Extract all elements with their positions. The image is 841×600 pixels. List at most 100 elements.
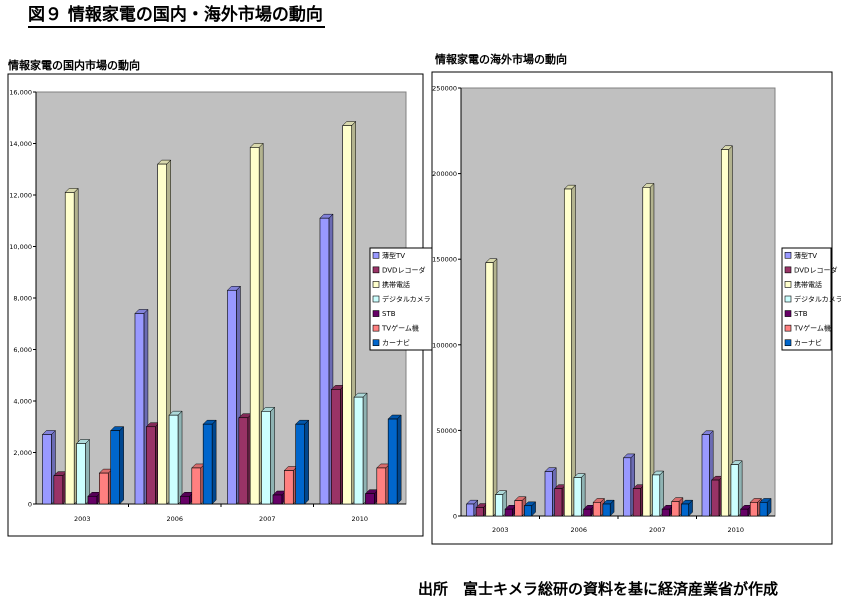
bar bbox=[701, 434, 710, 517]
bar bbox=[87, 495, 98, 505]
bar-side bbox=[177, 410, 183, 505]
legend-swatch bbox=[784, 266, 792, 274]
bar bbox=[261, 410, 271, 505]
x-tick-label: 2003 bbox=[74, 515, 91, 523]
x-tick-label: 2010 bbox=[351, 515, 368, 523]
bar-side bbox=[492, 258, 498, 517]
bar bbox=[157, 163, 167, 505]
bar bbox=[295, 423, 305, 505]
bar bbox=[730, 464, 739, 517]
bar bbox=[331, 389, 341, 505]
y-tick-label: 200000 bbox=[432, 170, 457, 178]
bar bbox=[76, 443, 86, 505]
bar bbox=[475, 507, 484, 517]
source-footer: 出所 富士キメラ総研の資料を基に経済産業省が作成 bbox=[418, 580, 779, 598]
bar bbox=[563, 188, 572, 517]
bar-side bbox=[362, 392, 368, 505]
legend-swatch bbox=[784, 310, 792, 317]
bar bbox=[583, 508, 592, 517]
x-tick-label: 2007 bbox=[259, 515, 276, 523]
legend-swatch bbox=[784, 251, 792, 259]
legend-swatch bbox=[372, 339, 380, 347]
bar bbox=[376, 467, 387, 505]
bar bbox=[485, 262, 494, 517]
bar bbox=[272, 494, 283, 505]
y-tick-label: 150000 bbox=[432, 256, 457, 264]
bar bbox=[387, 418, 398, 505]
legend-label: カーナビ bbox=[382, 338, 410, 347]
legend-label: STB bbox=[794, 310, 808, 318]
bar bbox=[671, 501, 680, 517]
legend-label: デジタルカメラ bbox=[382, 295, 431, 304]
bar bbox=[544, 471, 553, 517]
x-tick-label: 2003 bbox=[492, 526, 509, 534]
bar bbox=[146, 426, 156, 505]
bar bbox=[504, 508, 513, 517]
bar bbox=[42, 434, 52, 505]
legend-swatch bbox=[784, 339, 792, 347]
legend-label: 携帯電話 bbox=[382, 280, 410, 289]
bar bbox=[64, 192, 75, 505]
overseas-chart-title: 情報家電の海外市場の動向 bbox=[435, 53, 567, 66]
bar-side bbox=[649, 182, 655, 517]
bar bbox=[98, 472, 109, 505]
bar bbox=[227, 289, 237, 505]
bar bbox=[573, 477, 582, 517]
bar bbox=[711, 479, 720, 517]
bar bbox=[623, 457, 632, 517]
y-tick-label: 0 bbox=[453, 513, 457, 521]
bar bbox=[661, 508, 670, 517]
y-tick-label: 10,000 bbox=[9, 243, 32, 251]
legend-swatch bbox=[372, 310, 380, 317]
bar-side bbox=[304, 419, 309, 505]
bar bbox=[180, 495, 190, 505]
y-tick-label: 250000 bbox=[432, 85, 457, 93]
bar bbox=[592, 502, 601, 517]
bar bbox=[466, 503, 475, 517]
legend-label: DVDレコーダ bbox=[382, 265, 425, 274]
bar-side bbox=[396, 414, 402, 505]
bar bbox=[191, 467, 202, 505]
legend-swatch bbox=[784, 281, 792, 288]
bar bbox=[652, 474, 661, 517]
bar bbox=[110, 430, 120, 505]
y-tick-label: 14,000 bbox=[9, 140, 32, 148]
bar bbox=[495, 494, 504, 517]
y-tick-label: 8,000 bbox=[13, 295, 32, 303]
bar bbox=[749, 502, 758, 517]
bar bbox=[202, 423, 213, 505]
domestic-chart-title: 情報家電の国内市場の動向 bbox=[8, 59, 140, 72]
legend-swatch bbox=[372, 251, 380, 259]
bar bbox=[720, 149, 729, 517]
x-tick-label: 2006 bbox=[166, 515, 183, 523]
bar bbox=[524, 505, 532, 517]
legend-swatch bbox=[372, 266, 380, 274]
bar bbox=[642, 186, 651, 517]
bar bbox=[283, 470, 294, 505]
legend-label: 携帯電話 bbox=[794, 280, 822, 289]
bar bbox=[759, 502, 768, 517]
legend-label: TVゲーム機 bbox=[793, 324, 831, 333]
legend-swatch bbox=[784, 324, 792, 332]
bar bbox=[238, 417, 249, 505]
y-tick-label: 100000 bbox=[432, 341, 457, 349]
legend-swatch bbox=[372, 324, 380, 332]
bar-side bbox=[119, 426, 124, 505]
legend-swatch bbox=[372, 295, 380, 303]
y-tick-label: 0 bbox=[28, 501, 32, 509]
bar bbox=[319, 217, 330, 505]
bar bbox=[53, 475, 64, 505]
bar bbox=[514, 500, 523, 517]
bar bbox=[353, 396, 364, 505]
bar bbox=[365, 493, 375, 505]
legend-label: 薄型TV bbox=[794, 251, 817, 260]
bar bbox=[602, 503, 611, 517]
bar bbox=[740, 508, 749, 517]
x-tick-label: 2006 bbox=[570, 526, 587, 534]
y-tick-label: 2,000 bbox=[13, 449, 32, 457]
bar bbox=[134, 313, 145, 505]
legend-label: TVゲーム機 bbox=[381, 324, 419, 333]
x-tick-label: 2010 bbox=[727, 526, 744, 534]
bar-side bbox=[85, 438, 90, 505]
